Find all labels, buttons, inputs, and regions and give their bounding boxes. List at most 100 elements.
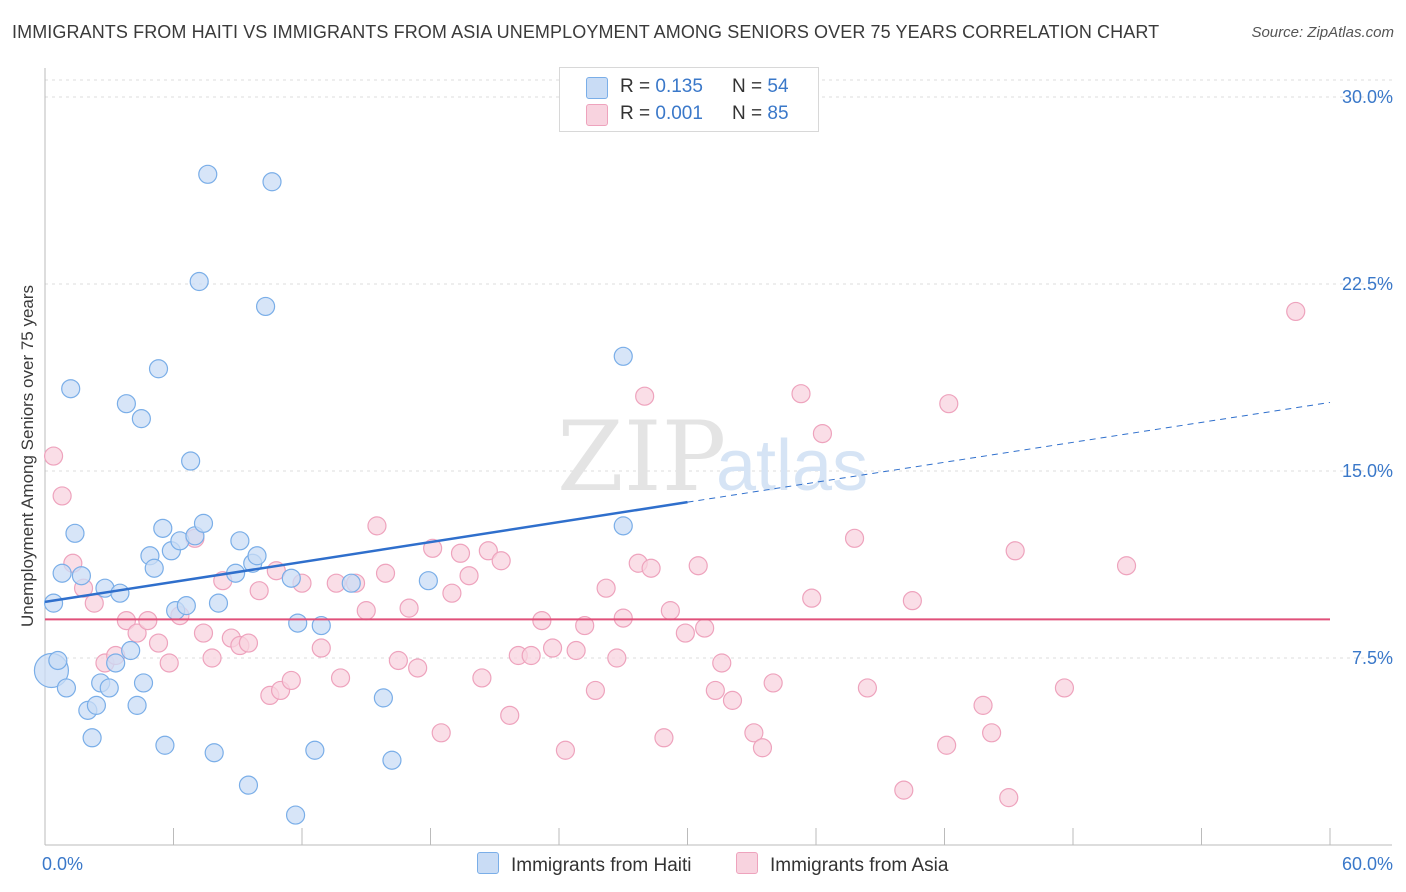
point-asia (311, 638, 331, 658)
correlation-legend: R = 0.135 N = 54 R = 0.001 N = 85 (559, 67, 819, 132)
point-haiti (305, 740, 325, 760)
watermark-zip: ZIP (557, 401, 726, 513)
source-label: Source: ZipAtlas.com (1251, 24, 1394, 41)
point-asia (148, 633, 169, 653)
point-haiti (116, 394, 136, 414)
point-asia (744, 723, 764, 743)
point-asia (752, 738, 773, 758)
point-asia (159, 653, 179, 673)
point-asia (367, 516, 387, 536)
y-tick-label: 22.5% (1342, 274, 1393, 294)
chart-title: IMMIGRANTS FROM HAITI VS IMMIGRANTS FROM… (12, 22, 1160, 42)
point-asia (1005, 541, 1025, 561)
point-asia (641, 558, 661, 578)
point-asia (722, 690, 743, 710)
point-haiti (613, 516, 633, 536)
x-tick-label-min: 0.0% (42, 854, 83, 874)
point-asia (705, 680, 725, 701)
point-haiti (155, 735, 175, 755)
point-asia (982, 723, 1002, 743)
point-haiti (613, 346, 633, 366)
point-asia (356, 601, 376, 621)
point-haiti (82, 728, 102, 748)
point-asia (688, 556, 708, 576)
point-haiti (127, 695, 147, 715)
point-haiti (56, 678, 77, 698)
point-asia (902, 591, 922, 611)
point-haiti (43, 593, 64, 613)
y-tick-label: 15.0% (1342, 461, 1393, 481)
point-asia (249, 581, 269, 601)
point-asia (607, 648, 627, 668)
point-haiti (418, 571, 438, 591)
point-asia (459, 566, 479, 586)
point-asia (491, 551, 511, 571)
point-asia (472, 668, 492, 688)
point-asia (43, 446, 64, 466)
point-asia (844, 528, 865, 548)
point-asia (521, 645, 541, 666)
point-asia (388, 650, 408, 671)
watermark: ZIP atlas (557, 401, 868, 513)
point-asia (442, 583, 462, 603)
point-haiti (133, 673, 154, 693)
point-haiti (382, 750, 402, 770)
trend-lines (44, 401, 1331, 621)
legend-label-haiti: Immigrants from Haiti (511, 855, 692, 876)
point-haiti (204, 743, 224, 763)
point-asia (478, 541, 498, 561)
point-asia (973, 695, 993, 715)
point-asia (575, 615, 595, 636)
point-asia (635, 386, 655, 406)
point-haiti (52, 563, 72, 583)
point-asia (450, 543, 471, 563)
point-asia (193, 623, 214, 643)
x-tick-label-max: 60.0% (1342, 854, 1393, 874)
point-asia (566, 640, 586, 661)
point-asia (999, 788, 1019, 808)
y-tick-label: 7.5% (1352, 648, 1393, 668)
point-asia (1286, 301, 1306, 322)
legend-n-value-asia: 85 (767, 103, 789, 124)
legend-r-value-haiti: 0.135 (655, 76, 703, 97)
point-asia (613, 608, 633, 628)
point-asia (202, 648, 222, 668)
point-haiti (311, 615, 331, 636)
point-haiti (247, 546, 267, 566)
point-asia (238, 633, 259, 653)
point-haiti (238, 775, 259, 795)
legend-swatch-haiti (477, 852, 499, 874)
point-asia (894, 780, 914, 800)
point-asia (937, 735, 957, 755)
point-haiti (230, 531, 250, 551)
point-haiti (61, 379, 81, 399)
point-haiti (121, 640, 141, 661)
point-asia (555, 740, 576, 760)
point-asia (84, 593, 104, 613)
legend-swatch-haiti (586, 77, 608, 99)
legend-swatch-asia (736, 852, 758, 874)
point-asia (408, 658, 428, 678)
point-haiti (262, 172, 282, 192)
point-asia (675, 623, 695, 643)
legend-n-label: N = (732, 103, 768, 124)
point-asia (281, 670, 301, 691)
point-asia (116, 610, 136, 631)
point-asia (500, 705, 520, 725)
point-haiti (153, 518, 173, 538)
series-haiti-points (33, 164, 633, 825)
point-asia (802, 588, 822, 608)
point-asia (423, 538, 443, 558)
point-haiti (71, 566, 92, 586)
point-haiti (373, 688, 393, 708)
point-haiti (144, 558, 164, 578)
point-asia (857, 678, 878, 698)
trendline-haiti (44, 500, 688, 604)
point-haiti (148, 359, 169, 379)
point-asia (585, 680, 606, 701)
legend-item-haiti: Immigrants from Haiti (477, 852, 692, 878)
point-asia (812, 424, 833, 444)
point-asia (52, 486, 72, 506)
point-asia (431, 723, 451, 743)
